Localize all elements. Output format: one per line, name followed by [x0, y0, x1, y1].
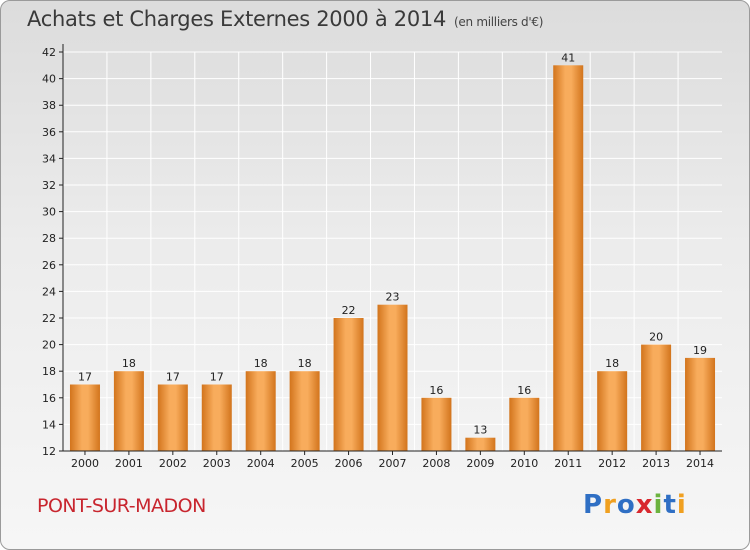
bar-value-label: 19 [693, 344, 707, 357]
y-tick-label: 24 [42, 285, 56, 298]
bar-value-label: 16 [517, 384, 531, 397]
city-name: PONT-SUR-MADON [37, 495, 206, 517]
y-tick-label: 38 [42, 99, 56, 112]
x-tick-label: 2000 [71, 457, 99, 470]
x-tick-label: 2014 [686, 457, 714, 470]
x-tick-label: 2013 [642, 457, 670, 470]
chart-title-text: Achats et Charges Externes 2000 à 2014 [27, 7, 447, 31]
y-tick-label: 42 [42, 46, 56, 59]
bar-2013[interactable] [641, 344, 672, 451]
bar-value-label: 16 [429, 384, 443, 397]
y-tick-label: 26 [42, 259, 56, 272]
x-tick-label: 2006 [335, 457, 363, 470]
bar-2008[interactable] [421, 397, 452, 451]
y-tick-label: 16 [42, 392, 56, 405]
bar-2001[interactable] [113, 371, 144, 451]
bar-value-label: 18 [122, 357, 136, 370]
bars [69, 65, 716, 452]
logo-letter: r [603, 490, 617, 520]
bar-value-label: 20 [649, 331, 663, 344]
y-tick-label: 32 [42, 179, 56, 192]
x-tick-label: 2007 [379, 457, 407, 470]
axes [59, 44, 722, 455]
logo-letter: i [676, 490, 687, 520]
x-tick-label: 2011 [554, 457, 582, 470]
labels: 12 14 16 18 20 22 24 26 28 30 32 34 36 38 40 42 17 2000 18… [42, 46, 714, 470]
bar-value-label: 23 [386, 291, 400, 304]
chart-title: Achats et Charges Externes 2000 à 2014 (e… [27, 7, 543, 31]
bar-value-label: 17 [78, 371, 92, 384]
y-tick-label: 22 [42, 312, 56, 325]
y-tick-label: 18 [42, 365, 56, 378]
x-tick-label: 2005 [291, 457, 319, 470]
bar-value-label: 18 [254, 357, 268, 370]
y-tick-label: 14 [42, 418, 56, 431]
x-tick-label: 2008 [422, 457, 450, 470]
y-tick-label: 36 [42, 126, 56, 139]
bar-2003[interactable] [201, 384, 232, 452]
bar-value-label: 22 [342, 304, 356, 317]
x-tick-label: 2003 [203, 457, 231, 470]
x-tick-label: 2002 [159, 457, 187, 470]
bar-2005[interactable] [289, 371, 320, 451]
x-tick-label: 2004 [247, 457, 275, 470]
logo-letter: i [653, 490, 664, 520]
bar-2009[interactable] [465, 437, 496, 451]
bar-2011[interactable] [553, 65, 584, 452]
y-tick-label: 28 [42, 232, 56, 245]
x-tick-label: 2010 [510, 457, 538, 470]
bar-2000[interactable] [69, 384, 100, 452]
logo-letter: o [616, 490, 636, 520]
bar-2004[interactable] [245, 371, 276, 451]
bar-2014[interactable] [685, 357, 716, 451]
logo-letter: t [663, 490, 677, 520]
y-tick-label: 12 [42, 445, 56, 458]
x-tick-label: 2012 [598, 457, 626, 470]
bar-2010[interactable] [509, 397, 540, 451]
bar-2007[interactable] [377, 304, 408, 451]
bar-2002[interactable] [157, 384, 188, 452]
x-tick-label: 2001 [115, 457, 143, 470]
proxiti-logo[interactable]: Proxiti [583, 490, 687, 520]
y-tick-label: 30 [42, 206, 56, 219]
y-tick-label: 34 [42, 152, 56, 165]
bar-value-label: 18 [298, 357, 312, 370]
chart-subtitle: (en milliers d'€) [454, 15, 544, 29]
y-tick-label: 20 [42, 339, 56, 352]
logo-letter: P [583, 490, 604, 520]
bar-value-label: 41 [561, 51, 575, 64]
bar-value-label: 17 [210, 371, 224, 384]
bar-2006[interactable] [333, 318, 364, 451]
bar-value-label: 18 [605, 357, 619, 370]
y-tick-label: 40 [42, 73, 56, 86]
logo-letter: x [635, 490, 654, 520]
bar-value-label: 13 [473, 424, 487, 437]
bar-2012[interactable] [597, 371, 628, 451]
x-tick-label: 2009 [466, 457, 494, 470]
bar-value-label: 17 [166, 371, 180, 384]
